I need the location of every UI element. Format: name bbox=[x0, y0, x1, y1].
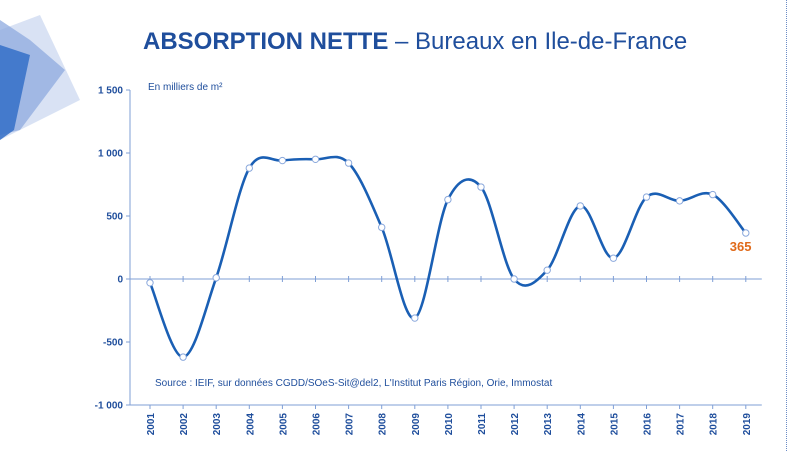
data-point bbox=[510, 275, 518, 283]
y-tick-label: 1 500 bbox=[98, 86, 123, 97]
data-point bbox=[742, 229, 750, 237]
data-point bbox=[411, 314, 419, 322]
data-point bbox=[179, 353, 187, 361]
x-tick-label: 2014 bbox=[576, 413, 587, 436]
x-tick-label: 2008 bbox=[378, 413, 389, 436]
y-tick-label: -1 000 bbox=[95, 401, 124, 412]
x-tick-label: 2003 bbox=[212, 413, 223, 436]
corner-decoration bbox=[0, 15, 80, 140]
x-tick-label: 2005 bbox=[278, 413, 289, 436]
x-tick-label: 2001 bbox=[146, 413, 157, 436]
y-tick-label: 0 bbox=[117, 275, 123, 286]
data-point bbox=[576, 202, 584, 210]
x-tick-label: 2013 bbox=[543, 413, 554, 436]
x-tick-label: 2011 bbox=[477, 413, 488, 435]
data-point bbox=[444, 195, 452, 204]
chart-title: ABSORPTION NETTE – Bureaux en Ile-de-Fra… bbox=[143, 28, 687, 56]
y-tick-label: -500 bbox=[103, 338, 123, 349]
title-bold: ABSORPTION NETTE bbox=[143, 28, 389, 55]
data-point bbox=[609, 254, 618, 262]
page-border-line bbox=[786, 0, 787, 451]
data-point bbox=[477, 183, 485, 191]
data-point bbox=[344, 159, 353, 167]
x-tick-label: 2012 bbox=[510, 413, 521, 436]
data-point bbox=[245, 164, 254, 172]
data-point bbox=[311, 155, 320, 164]
x-tick-label: 2002 bbox=[179, 413, 190, 436]
title-rest: – Bureaux en Ile-de-France bbox=[388, 28, 688, 55]
data-point bbox=[278, 156, 287, 165]
data-point bbox=[146, 279, 154, 287]
x-tick-label: 2016 bbox=[643, 413, 654, 436]
x-tick-label: 2004 bbox=[245, 413, 256, 436]
x-tick-label: 2018 bbox=[709, 413, 720, 436]
source-note: Source : IEIF, sur données CGDD/SOeS-Sit… bbox=[155, 378, 553, 389]
x-tick-label: 2010 bbox=[444, 413, 455, 436]
x-tick-label: 2006 bbox=[312, 413, 323, 436]
data-point bbox=[212, 274, 220, 282]
data-point bbox=[378, 223, 386, 232]
last-value-label: 365 bbox=[730, 239, 752, 254]
y-tick-label: 1 000 bbox=[98, 149, 123, 160]
x-tick-label: 2007 bbox=[345, 413, 356, 436]
data-point bbox=[675, 197, 684, 205]
y-tick-label: 500 bbox=[106, 212, 123, 223]
series-line bbox=[148, 155, 747, 359]
data-point bbox=[642, 193, 651, 201]
data-point bbox=[709, 190, 717, 199]
data-point bbox=[543, 266, 551, 274]
unit-note: En milliers de m² bbox=[148, 82, 223, 93]
x-tick-label: 2019 bbox=[742, 413, 753, 436]
x-tick-label: 2015 bbox=[609, 413, 620, 436]
x-tick-label: 2017 bbox=[676, 413, 687, 436]
x-tick-label: 2009 bbox=[411, 413, 422, 436]
